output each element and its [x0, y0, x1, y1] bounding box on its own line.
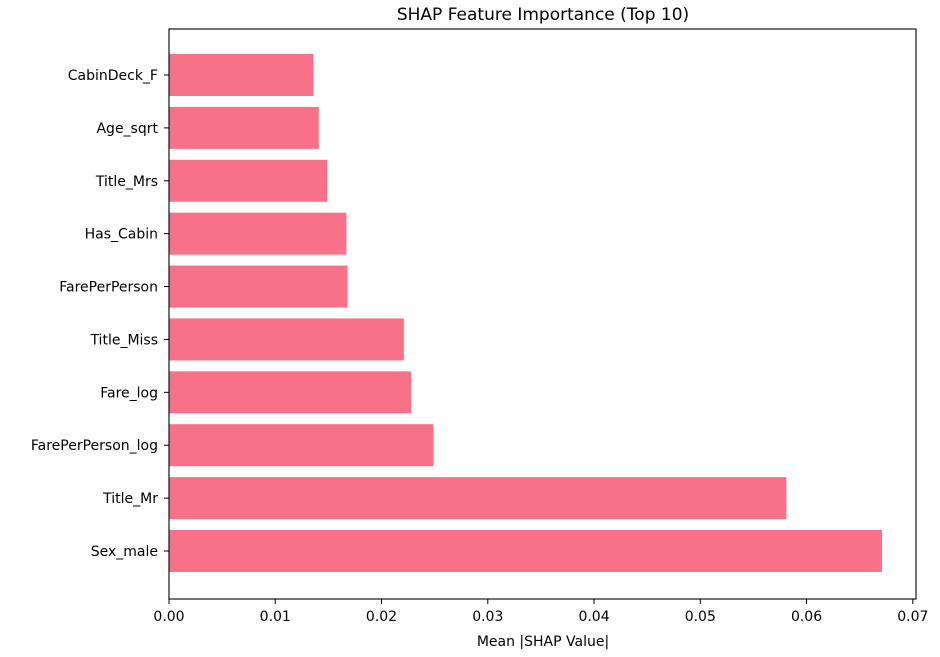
x-tick-label: 0.05	[685, 609, 716, 625]
bar-fare-log	[169, 371, 412, 414]
x-tick-label: 0.07	[897, 609, 928, 625]
x-tick-label: 0.00	[153, 609, 184, 625]
x-tick-label: 0.06	[791, 609, 822, 625]
x-tick-label: 0.04	[578, 609, 609, 625]
y-tick-label: FarePerPerson	[59, 280, 158, 296]
chart-title: SHAP Feature Importance (Top 10)	[397, 5, 689, 25]
bar-sex-male	[169, 530, 882, 572]
bar-age-sqrt	[169, 106, 319, 149]
bar-fareperperson-log	[169, 424, 434, 467]
x-tick-label: 0.01	[260, 609, 291, 625]
bar-title-miss	[169, 318, 404, 361]
y-axis-ticks: Sex_male Title_Mr FarePerPerson_log Fare_lo…	[31, 68, 169, 560]
y-tick-label: Has_Cabin	[85, 227, 158, 243]
y-tick-label: Age_sqrt	[96, 121, 158, 137]
y-tick-label: Sex_male	[91, 544, 158, 560]
plot-frame	[168, 28, 917, 600]
bar-fareperperson	[169, 265, 348, 308]
x-tick-label: 0.02	[366, 609, 397, 625]
y-tick-label: Title_Miss	[89, 332, 158, 348]
x-axis-label: Mean |SHAP Value|	[477, 634, 609, 650]
y-tick-label: Title_Mrs	[95, 174, 158, 190]
y-tick-label: CabinDeck_F	[68, 68, 158, 84]
x-axis-ticks: 0.00 0.01 0.02 0.03 0.04 0.05 0.06 0.07	[153, 599, 928, 625]
bar-title-mrs	[169, 159, 328, 202]
y-tick-label: Title_Mr	[102, 491, 158, 507]
x-tick-label: 0.03	[472, 609, 503, 625]
bar-cabindeck-f	[169, 54, 314, 96]
y-tick-label: Fare_log	[100, 385, 158, 401]
bar-has-cabin	[169, 212, 347, 255]
y-tick-label: FarePerPerson_log	[31, 438, 158, 454]
bar-title-mr	[169, 477, 787, 520]
bars-layer	[169, 54, 882, 572]
